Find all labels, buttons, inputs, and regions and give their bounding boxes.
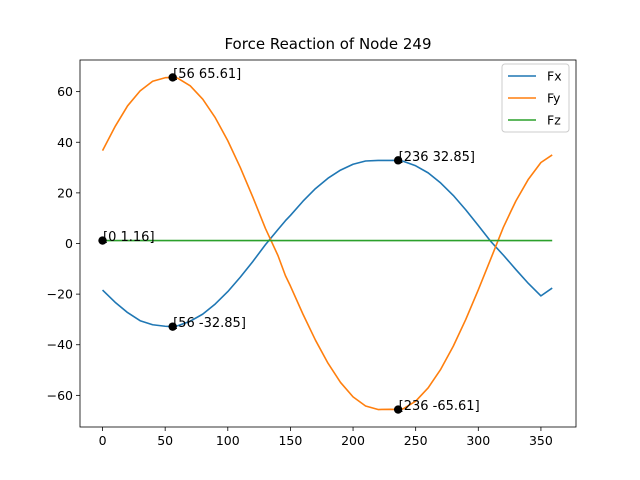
- legend-label-fy: Fy: [547, 91, 561, 106]
- y-tick-label: 40: [57, 135, 73, 150]
- annotation-label: [56 -32.85]: [173, 316, 246, 331]
- axes-layer: 0 50 100 150 200 250 300 350 −60 −40 −20 0 20 40 60: [47, 59, 577, 448]
- legend-label-fz: Fz: [547, 113, 561, 128]
- y-tick-label: −60: [47, 388, 73, 403]
- y-tick-label: 60: [57, 84, 73, 99]
- annotation-layer: [56 65.61] [236 32.85] [0 1.16] [56 -32.85]…: [98, 67, 480, 414]
- annotation-label: [56 65.61]: [173, 67, 241, 82]
- annotation-label: [236 32.85]: [399, 150, 475, 165]
- x-tick-label: 100: [216, 433, 240, 448]
- y-tick-label: −20: [47, 287, 73, 302]
- annotation-marker: [168, 73, 177, 82]
- x-tick-label: 250: [404, 433, 428, 448]
- annotation-marker: [393, 405, 403, 414]
- annotation-label: [236 -65.61]: [399, 399, 480, 414]
- annotation-marker: [98, 236, 107, 245]
- x-tick-label: 0: [99, 433, 107, 448]
- y-tick-label: 0: [65, 236, 73, 251]
- x-tick-label: 350: [529, 433, 553, 448]
- y-tick-label: −40: [47, 337, 73, 352]
- legend: Fx Fy Fz: [501, 63, 570, 133]
- x-tick-label: 50: [157, 433, 173, 448]
- chart-title: Force Reaction of Node 249: [224, 35, 431, 53]
- x-tick-label: 200: [341, 433, 365, 448]
- annotation-marker: [168, 322, 177, 331]
- x-tick-label: 300: [466, 433, 490, 448]
- y-tick-label: 20: [57, 185, 73, 200]
- x-tick-label: 150: [278, 433, 302, 448]
- legend-label-fx: Fx: [547, 69, 562, 84]
- annotation-label: [0 1.16]: [103, 230, 155, 245]
- annotation-marker: [393, 156, 403, 165]
